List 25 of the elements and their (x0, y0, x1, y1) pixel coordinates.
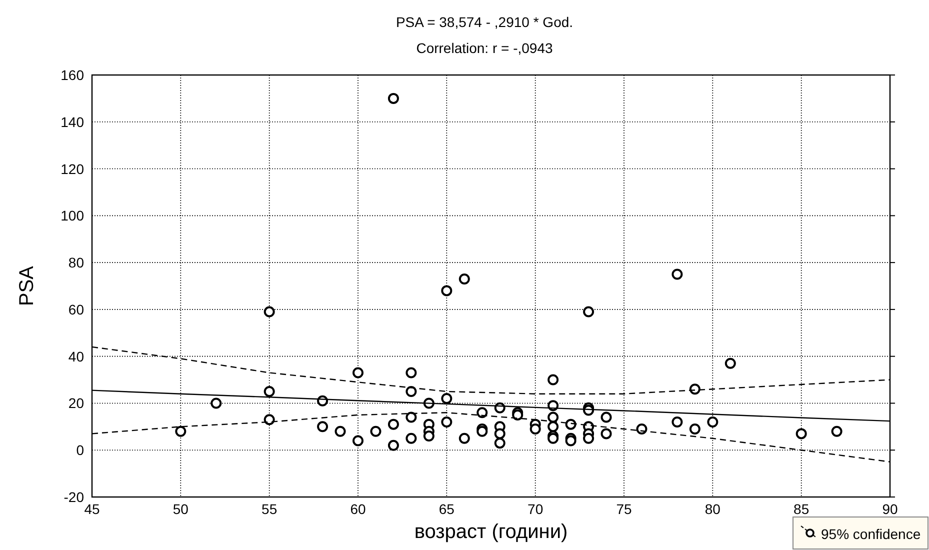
y-tick-label: 160 (60, 67, 84, 83)
y-tick-label: 0 (76, 442, 84, 458)
y-tick-label: 120 (60, 160, 84, 177)
y-tick-label: 60 (68, 301, 84, 318)
legend-label: 95% confidence (821, 526, 921, 542)
y-tick-label: 40 (68, 348, 84, 364)
y-tick-label: -20 (64, 489, 84, 505)
x-tick-label: 65 (438, 501, 455, 517)
x-axis-title: возраст (години) (414, 521, 568, 543)
y-tick-label: 80 (68, 254, 84, 271)
y-tick-label: 140 (60, 114, 84, 130)
y-tick-label: 20 (68, 395, 84, 412)
x-tick-label: 80 (704, 501, 721, 517)
chart-title: PSA = 38,574 - ,2910 * God. (396, 14, 574, 30)
x-tick-label: 45 (84, 501, 100, 517)
y-tick-label: 100 (60, 208, 84, 224)
x-tick-label: 75 (616, 501, 632, 517)
y-axis-title: PSA (16, 265, 38, 306)
chart-subtitle: Correlation: r = -,0943 (416, 40, 553, 56)
x-tick-label: 90 (882, 501, 898, 517)
x-tick-label: 70 (528, 501, 544, 517)
x-tick-label: 55 (262, 501, 278, 517)
x-tick-label: 50 (172, 501, 189, 517)
x-tick-label: 60 (350, 501, 366, 517)
x-tick-label: 85 (794, 501, 810, 517)
